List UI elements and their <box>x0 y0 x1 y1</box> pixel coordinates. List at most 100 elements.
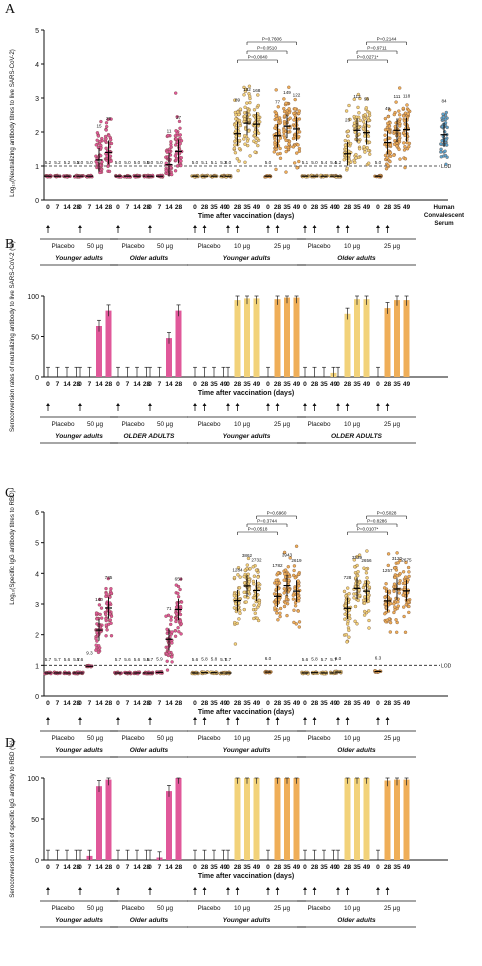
panel-c-data-point <box>277 598 281 602</box>
panel-d-bar <box>234 778 241 860</box>
panel-a-dose-arrowhead <box>275 225 280 228</box>
panel-c-data-point <box>238 608 242 613</box>
panel-c-data-point <box>401 570 406 574</box>
panel-a-x-tick-label: 28 <box>105 204 113 211</box>
panel-a-data-point <box>276 105 280 109</box>
panel-c-data-point <box>237 586 242 590</box>
panel-d-dose-arrowhead <box>275 887 280 890</box>
panel-c-x-tick-label: 35 <box>353 700 361 707</box>
panel-c-population-label: Younger adults <box>223 747 271 754</box>
panel-a-data-point <box>397 147 401 152</box>
panel-d-bar <box>403 779 410 860</box>
panel-a-data-point <box>238 121 242 126</box>
panel-a-dose-label: 10 μg <box>344 243 361 250</box>
panel-c-data-point <box>383 612 387 616</box>
panel-b-x-tick-label: 28 <box>274 381 282 388</box>
panel-c-data-point <box>165 668 170 672</box>
panel-a-x-tick-label: 7 <box>56 204 60 211</box>
panel-c-data-point <box>402 605 406 609</box>
panel-c-data-point <box>284 597 289 601</box>
panel-c-gmt-label: 6.3 <box>375 655 382 660</box>
panel-a-data-point <box>282 133 286 138</box>
panel-a-data-point <box>357 132 361 136</box>
panel-b-x-tick-label: 14 <box>165 381 173 388</box>
panel-a-data-point <box>173 169 178 173</box>
panel-a-data-point <box>398 117 402 121</box>
panel-a-data-point <box>406 108 411 112</box>
panel-a-data-point <box>246 143 250 148</box>
panel-a-data-point <box>242 117 247 121</box>
panel-a-data-point <box>345 166 349 170</box>
panel-a-x-tick-label: 0 <box>116 204 120 211</box>
panel-a-data-point <box>253 150 257 154</box>
panel-c-data-point <box>94 648 98 652</box>
panel-b-dose-label: Placebo <box>197 421 221 428</box>
panel-b-dose-label: 10 μg <box>234 421 251 428</box>
panel-b-x-tick-label: 49 <box>293 381 301 388</box>
panel-d-bar <box>354 778 360 860</box>
panel-a-data-point <box>392 153 396 157</box>
panel-d-y-tick-label: 50 <box>31 817 39 824</box>
panel-a-dose-arrowhead <box>336 225 340 228</box>
panel-a-data-point <box>362 145 366 149</box>
panel-b-dose-arrowhead <box>303 403 307 406</box>
panel-a-gmt-label: 182 <box>243 87 251 92</box>
panel-c-data-point <box>99 606 104 610</box>
panel-a-data-point <box>363 113 367 117</box>
panel-c-data-point <box>292 564 297 568</box>
panel-c-data-point <box>251 579 256 584</box>
panel-b-bar <box>175 310 182 377</box>
panel-a-y-tick-label: 2 <box>35 130 39 137</box>
panel-c-dose-arrowhead <box>202 717 207 720</box>
panel-c-data-point <box>254 592 258 596</box>
panel-a-x-tick-label: 0 <box>376 204 380 211</box>
panel-c-dose-arrowhead <box>312 717 317 720</box>
panel-c-gmt-label: 3943 <box>282 552 293 557</box>
panel-b-x-tick-label: 7 <box>126 381 130 388</box>
panel-c-data-point <box>179 600 184 604</box>
panel-a-gmt-label: 112 <box>353 94 361 99</box>
panel-c-data-point <box>402 614 406 619</box>
panel-c-data-point <box>393 608 397 612</box>
panel-a-data-point <box>96 145 101 150</box>
panel-a-data-point <box>367 161 371 165</box>
panel-b-x-tick-label: 35 <box>353 381 361 388</box>
panel-b-bar <box>166 338 172 377</box>
panel-c-data-point <box>236 566 241 570</box>
panel-b-population-label: OLDER ADULTS <box>124 433 176 440</box>
panel-a-data-point <box>297 159 301 164</box>
panel-c-data-point <box>232 606 237 610</box>
panel-c-data-point <box>382 586 387 590</box>
panel-b-dose-arrowhead <box>46 403 50 406</box>
panel-d-x-tick-label: 0 <box>78 864 82 871</box>
panel-d-dose-label: Placebo <box>197 905 221 912</box>
panel-a-data-point <box>245 101 249 105</box>
panel-c-dose-arrowhead <box>303 717 307 720</box>
panel-b-dose-arrowhead <box>336 403 340 406</box>
panel-a-data-point <box>282 106 286 111</box>
panel-b-x-label: Time after vaccination (days) <box>198 390 294 397</box>
panel-c-data-point <box>238 611 242 615</box>
panel-a-gmt-label: 5.0 <box>143 160 150 165</box>
panel-c-data-point <box>342 589 347 594</box>
panel-d-x-tick-label: 35 <box>353 864 361 871</box>
panel-a-p-value: P=0.0040 <box>248 55 268 60</box>
panel-a-data-point <box>344 109 349 113</box>
panel-b-y-tick-label: 100 <box>27 294 39 301</box>
panel-d-x-tick-label: 28 <box>234 864 242 871</box>
panel-c-x-tick-label: 49 <box>293 700 301 707</box>
panel-a-x-tick-label: 35 <box>243 204 251 211</box>
panel-a-gmt-label: 5.2 <box>73 160 80 165</box>
panel-c-x-tick-label: 7 <box>56 700 60 707</box>
panel-c-data-point <box>243 595 247 599</box>
panel-d-dose-label: 25 μg <box>274 905 291 912</box>
panel-a-population-label: Older adults <box>337 255 376 262</box>
panel-a-data-point <box>256 115 261 120</box>
panel-a-data-point <box>173 154 178 158</box>
panel-d-x-tick-label: 28 <box>201 864 209 871</box>
panel-a-data-point <box>387 108 392 112</box>
panel-c-data-point <box>292 620 296 625</box>
panel-a-y-tick-label: 5 <box>35 28 39 35</box>
panel-d-y-tick-label: 100 <box>27 776 39 783</box>
panel-a-data-point <box>99 119 103 124</box>
